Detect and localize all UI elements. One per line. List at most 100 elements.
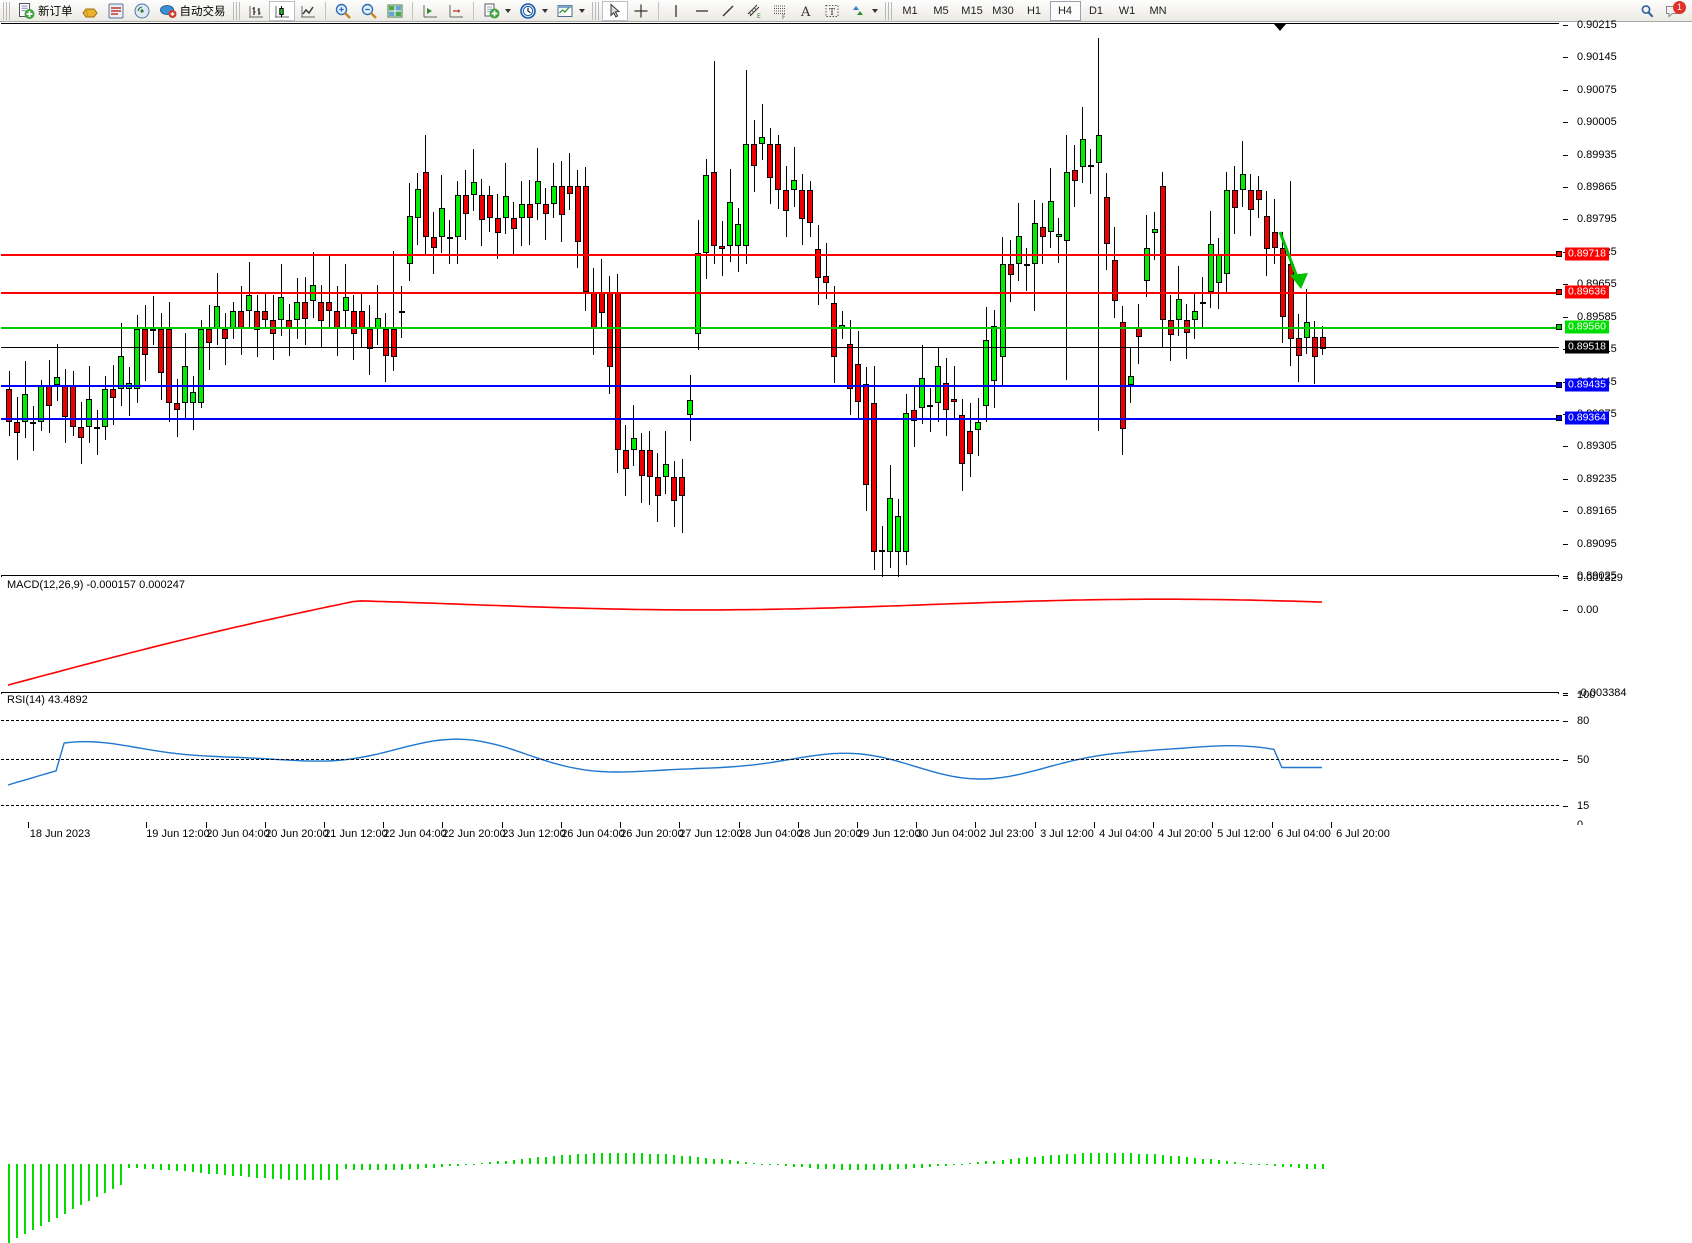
- timeframe-d1[interactable]: D1: [1088, 4, 1104, 17]
- macd-histogram-bar: [272, 1164, 275, 1179]
- crosshair-button[interactable]: [628, 1, 654, 21]
- line-chart-button[interactable]: [295, 1, 321, 21]
- candle-bearish: [967, 431, 974, 455]
- toolbar-grip-4[interactable]: [884, 1, 892, 20]
- macd-histogram-bar: [1177, 1156, 1180, 1165]
- vertical-line-button[interactable]: [663, 1, 689, 21]
- level-line-current-price[interactable]: [1, 346, 1559, 348]
- toolbar-grip[interactable]: [3, 1, 10, 20]
- toolbar-grip-3[interactable]: [591, 1, 599, 20]
- level-handle[interactable]: [1556, 415, 1562, 422]
- time-axis[interactable]: 18 Jun 2023 19 Jun 12:00 20 Jun 04:00 20 Ju…: [0, 825, 1692, 847]
- time-gridline: [679, 822, 680, 825]
- timeframe-m15[interactable]: M15: [961, 4, 983, 17]
- macd-panel[interactable]: [0, 577, 1559, 1243]
- candle-bullish: [470, 182, 477, 195]
- candle-bullish: [102, 389, 109, 427]
- search-button[interactable]: [1634, 1, 1660, 21]
- shapes-button[interactable]: [845, 1, 882, 21]
- level-handle[interactable]: [1556, 324, 1562, 331]
- candle-bullish: [214, 306, 221, 330]
- candle-bearish: [542, 204, 549, 214]
- candle-bearish: [719, 245, 726, 250]
- macd-histogram-bar: [825, 1164, 828, 1170]
- level-line-resistance-1[interactable]: [1, 254, 1559, 257]
- timeframe-mn[interactable]: MN: [1149, 4, 1167, 17]
- macd-histogram-bar: [488, 1162, 491, 1165]
- toolbar-grip-2[interactable]: [232, 1, 240, 20]
- candle-bearish: [1247, 190, 1254, 211]
- text-label-button[interactable]: T: [819, 1, 845, 21]
- trend-line-button[interactable]: [715, 1, 741, 21]
- line-chart-icon: [300, 5, 315, 17]
- macd-histogram-bar: [144, 1164, 147, 1169]
- timeframe-m30[interactable]: M30: [992, 4, 1014, 17]
- chat-button[interactable]: 1: [1660, 0, 1686, 21]
- timeframe-h4[interactable]: H4: [1049, 0, 1081, 21]
- level-line-support-2[interactable]: [1, 418, 1559, 421]
- data-window-button[interactable]: [382, 1, 408, 21]
- timeframe-w1[interactable]: W1: [1118, 4, 1136, 17]
- macd-axis-tick: [1563, 693, 1568, 694]
- chevron-down-icon[interactable]: [504, 8, 511, 13]
- equidistant-channel-button[interactable]: E: [741, 1, 767, 21]
- level-handle[interactable]: [1556, 251, 1562, 258]
- autotrading-button[interactable]: 自动交易: [155, 1, 230, 21]
- level-line-resistance-2[interactable]: [1, 292, 1559, 295]
- timeframe-h1[interactable]: H1: [1026, 4, 1042, 17]
- auto-scroll-button[interactable]: [443, 1, 469, 21]
- new-order-button[interactable]: 新订单: [13, 1, 77, 21]
- chevron-down-icon-4[interactable]: [871, 8, 878, 13]
- price-axis-tick: [1563, 284, 1568, 286]
- bar-chart-button[interactable]: [243, 1, 269, 21]
- macd-histogram-bar: [1129, 1153, 1132, 1165]
- macd-histogram-bar: [384, 1164, 387, 1170]
- candle-wick: [96, 410, 98, 456]
- rsi-level-line: [1, 759, 1559, 760]
- candlestick-chart-button[interactable]: [268, 0, 295, 21]
- equidistant-channel-icon: E: [747, 4, 761, 20]
- price-axis[interactable]: 0.90215 0.90145 0.90075 0.90005 0.89935 0.898…: [1563, 19, 1691, 831]
- zoom-in-button[interactable]: [330, 1, 356, 21]
- chevron-down-icon-2[interactable]: [541, 8, 548, 13]
- time-axis-tick: [798, 825, 799, 828]
- candle-bearish: [598, 292, 605, 314]
- gold-bar-button[interactable]: [77, 1, 103, 21]
- text-button[interactable]: A: [793, 1, 819, 21]
- price-panel[interactable]: [0, 24, 1559, 578]
- level-handle[interactable]: [1556, 382, 1562, 389]
- period-button[interactable]: [515, 1, 552, 21]
- chart-area[interactable]: USDCHF-,H4 0.89544 0.89568 0.89504 0.895…: [0, 19, 1692, 1243]
- level-line-support-green[interactable]: [1, 327, 1559, 330]
- candle-wick: [1066, 134, 1068, 381]
- timeframe-m1[interactable]: M1: [902, 4, 918, 17]
- candle-bearish: [847, 344, 854, 389]
- down-arrow-icon[interactable]: [1270, 227, 1330, 307]
- macd-histogram-bar: [929, 1164, 932, 1168]
- level-line-support-1[interactable]: [1, 385, 1559, 388]
- chart-shift-button[interactable]: [417, 1, 443, 21]
- chevron-down-icon-3[interactable]: [578, 8, 585, 13]
- market-depth-button[interactable]: [103, 1, 129, 21]
- macd-histogram-bar: [857, 1164, 860, 1170]
- search-icon: [1641, 4, 1654, 17]
- zoom-out-button[interactable]: [356, 1, 382, 21]
- chart-shift-marker[interactable]: [1274, 24, 1286, 31]
- candle-bearish: [959, 414, 966, 465]
- candle-bullish: [190, 391, 197, 404]
- horizontal-line-button[interactable]: [689, 1, 715, 21]
- rsi-axis-label: 100: [1577, 689, 1596, 701]
- add-indicator-button[interactable]: [478, 1, 515, 21]
- time-gridline: [442, 822, 443, 825]
- cursor-button[interactable]: [601, 0, 628, 21]
- macd-histogram-bar: [8, 1164, 10, 1243]
- candle-bearish: [110, 389, 117, 399]
- templates-button[interactable]: [552, 1, 589, 21]
- macd-histogram-bar: [841, 1164, 844, 1170]
- timeframe-m5[interactable]: M5: [933, 4, 949, 17]
- candle-bearish: [526, 204, 533, 219]
- level-handle[interactable]: [1556, 289, 1562, 296]
- candle-bullish: [518, 204, 525, 219]
- signals-button[interactable]: [129, 1, 155, 21]
- fibonacci-button[interactable]: F: [767, 1, 793, 21]
